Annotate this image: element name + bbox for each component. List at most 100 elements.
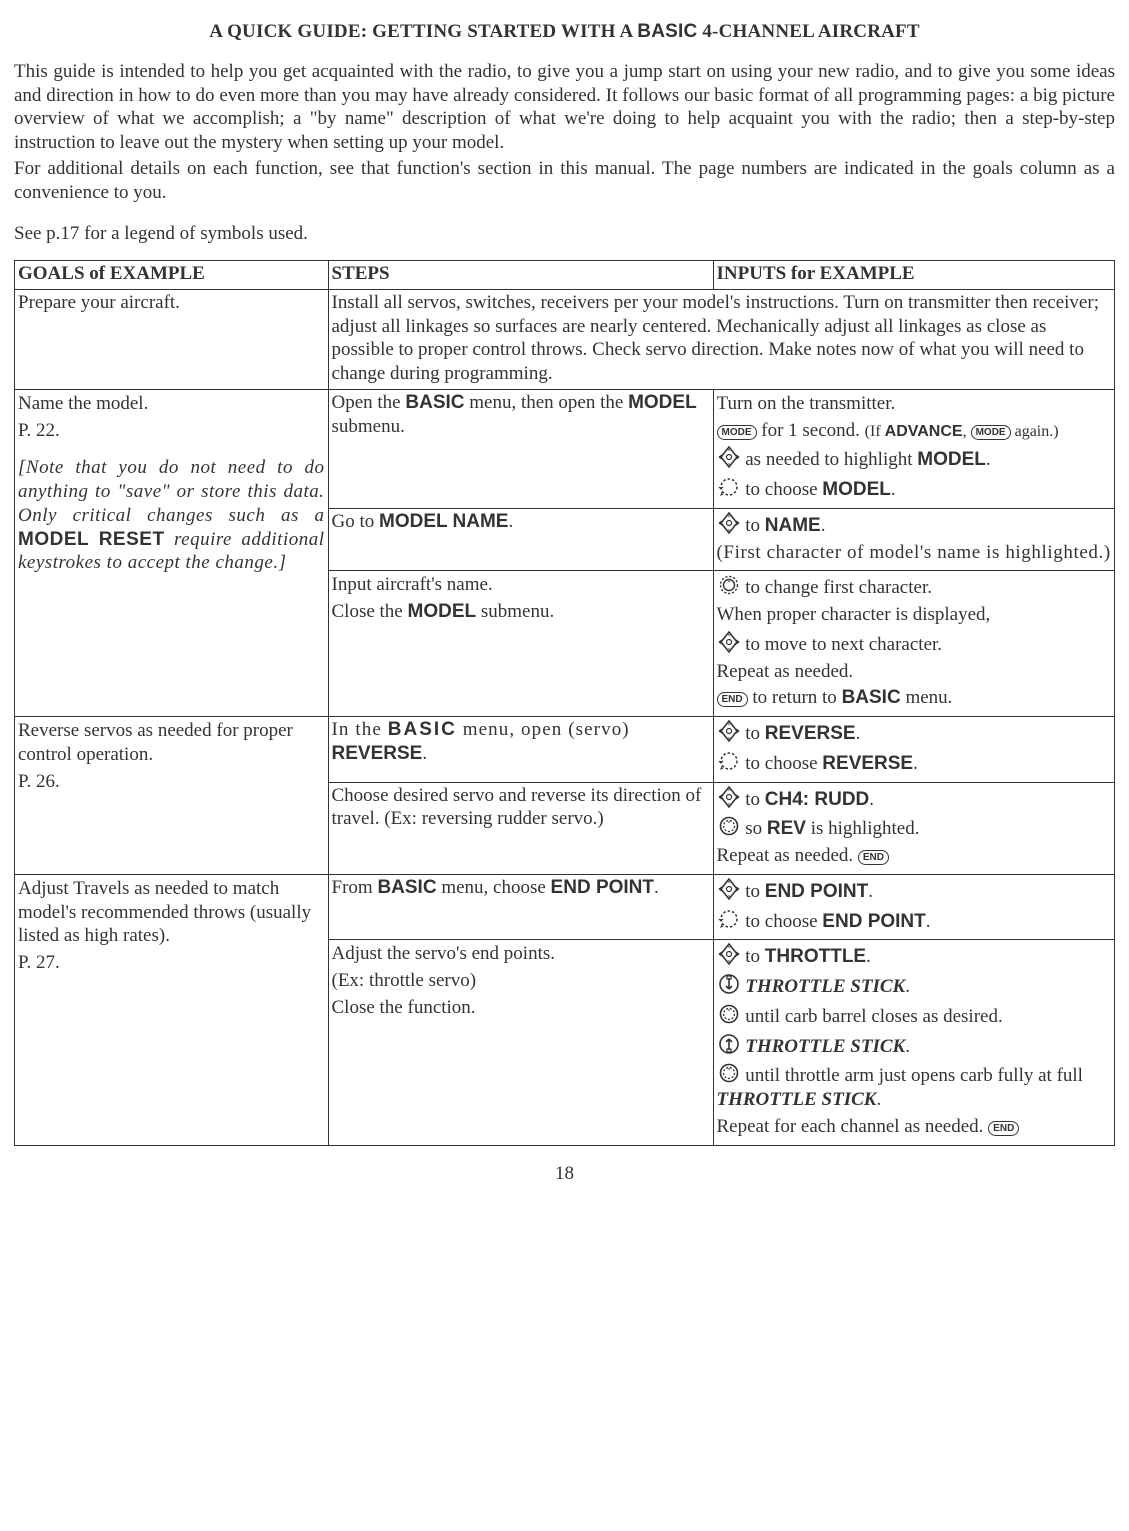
step-text: Go to xyxy=(332,511,380,532)
dial-icon xyxy=(717,475,741,499)
end-key-icon: END xyxy=(988,1121,1019,1136)
input-line: to choose MODEL. xyxy=(717,475,1112,502)
input-line: to choose REVERSE. xyxy=(717,749,1112,776)
input-line: to CH4: RUDD. xyxy=(717,785,1112,812)
step-keyword: MODEL xyxy=(628,392,697,413)
stick-up-icon xyxy=(717,1032,741,1056)
goal-cell: Reverse servos as needed for proper cont… xyxy=(15,717,329,875)
input-text: until throttle arm just opens carb fully… xyxy=(741,1065,1083,1086)
input-text: to xyxy=(741,881,765,902)
title-basic: BASIC xyxy=(637,21,697,42)
input-line: to REVERSE. xyxy=(717,719,1112,746)
goal-note-reset: MODEL RESET xyxy=(18,529,165,550)
input-line: (First character of model's name is high… xyxy=(717,541,1112,565)
goal-cell: Name the model. P. 22. [Note that you do… xyxy=(15,389,329,716)
input-keyword: END POINT xyxy=(822,911,925,932)
input-line: so REV is highlighted. xyxy=(717,814,1112,841)
input-keyword: REVERSE xyxy=(822,753,913,774)
table-row: Adjust Travels as needed to match model'… xyxy=(15,874,1115,940)
steps-cell: From BASIC menu, choose END POINT. xyxy=(328,874,713,940)
input-keyword: MODEL xyxy=(822,479,891,500)
input-stick: THROTTLE STICK xyxy=(745,1036,905,1057)
input-line: to THROTTLE. xyxy=(717,942,1112,969)
input-text-small: (If ADVANCE, MODE again.) xyxy=(865,423,1059,440)
input-text: so xyxy=(741,818,767,839)
input-text: to xyxy=(741,515,765,536)
step-text: In the xyxy=(332,719,388,740)
step-text: menu, open (servo) xyxy=(457,719,630,740)
input-text: to xyxy=(741,723,765,744)
input-keyword: MODEL xyxy=(917,449,986,470)
dial-icon xyxy=(717,907,741,931)
table-row: Name the model. P. 22. [Note that you do… xyxy=(15,389,1115,508)
t: again.) xyxy=(1015,423,1059,440)
input-text: to xyxy=(741,789,765,810)
input-text: to xyxy=(741,946,765,967)
step-keyword: REVERSE xyxy=(332,743,423,764)
input-keyword: THROTTLE xyxy=(765,946,866,967)
input-line: to change first character. xyxy=(717,573,1112,600)
input-text: for 1 second. xyxy=(757,420,865,441)
input-text: to choose xyxy=(741,753,823,774)
dial-solid-icon xyxy=(717,573,741,597)
steps-cell: Choose desired servo and reverse its dir… xyxy=(328,782,713,874)
t: , xyxy=(963,423,971,440)
step-text: Close the MODEL submenu. xyxy=(332,600,710,624)
step-keyword: BASIC xyxy=(405,392,464,413)
step-keyword: BASIC xyxy=(377,877,436,898)
step-keyword: BASIC xyxy=(388,719,457,740)
goal-page: P. 22. xyxy=(18,419,325,443)
input-text: to choose xyxy=(741,911,823,932)
input-line: to END POINT. xyxy=(717,877,1112,904)
inputs-cell: Turn on the transmitter. MODE for 1 seco… xyxy=(713,389,1115,508)
input-line: Repeat as needed. xyxy=(717,660,1112,684)
cursor-icon xyxy=(717,719,741,743)
steps-cell: In the BASIC menu, open (servo) REVERSE. xyxy=(328,717,713,783)
step-text: (Ex: throttle servo) xyxy=(332,969,710,993)
input-text: until carb barrel closes as desired. xyxy=(741,1006,1003,1027)
guide-table: GOALS of EXAMPLE STEPS INPUTS for EXAMPL… xyxy=(14,260,1115,1146)
input-text: to return to xyxy=(748,687,842,708)
stick-down-icon xyxy=(717,972,741,996)
goal-line: Reverse servos as needed for proper cont… xyxy=(18,719,325,767)
t: submenu. xyxy=(476,601,554,622)
step-keyword: MODEL xyxy=(408,601,477,622)
input-keyword: CH4: RUDD xyxy=(765,789,870,810)
step-text: Input aircraft's name. xyxy=(332,573,710,597)
input-line: When proper character is displayed, xyxy=(717,603,1112,627)
step-text: menu, choose xyxy=(437,877,551,898)
input-line: as needed to highlight MODEL. xyxy=(717,445,1112,472)
input-text: to move to next character. xyxy=(741,634,943,655)
steps-cell: Install all servos, switches, receivers … xyxy=(328,289,1115,389)
input-keyword: NAME xyxy=(765,515,821,536)
inputs-cell: to END POINT. to choose END POINT. xyxy=(713,874,1115,940)
input-line: Repeat for each channel as needed. END xyxy=(717,1115,1112,1139)
input-text: menu. xyxy=(901,687,953,708)
cursor-icon xyxy=(717,877,741,901)
t: Close the xyxy=(332,601,408,622)
step-text: From xyxy=(332,877,378,898)
goal-note-part: [Note that you do not need to do anythin… xyxy=(18,457,325,526)
input-text: Repeat for each channel as needed. xyxy=(717,1116,989,1137)
cursor-icon xyxy=(717,511,741,535)
input-keyword: END POINT xyxy=(765,881,868,902)
dial-icon xyxy=(717,749,741,773)
input-line: THROTTLE STICK. xyxy=(717,1032,1112,1059)
cursor-icon xyxy=(717,630,741,654)
intro-paragraph-2: For additional details on each function,… xyxy=(14,157,1115,205)
cursor-icon xyxy=(717,445,741,469)
step-text: Close the function. xyxy=(332,996,710,1020)
input-line: until carb barrel closes as desired. xyxy=(717,1002,1112,1029)
t: (If xyxy=(865,423,885,440)
page-title: A QUICK GUIDE: GETTING STARTED WITH A BA… xyxy=(14,20,1115,44)
input-line: THROTTLE STICK. xyxy=(717,972,1112,999)
step-keyword: END POINT xyxy=(551,877,654,898)
dial-plain-icon xyxy=(717,1061,741,1085)
step-text: Adjust the servo's end points. xyxy=(332,942,710,966)
table-row: Prepare your aircraft. Install all servo… xyxy=(15,289,1115,389)
steps-cell: Go to MODEL NAME. xyxy=(328,508,713,571)
input-text: Repeat as needed. xyxy=(717,845,858,866)
input-line: Repeat as needed. END xyxy=(717,844,1112,868)
input-text: to change first character. xyxy=(741,577,932,598)
page-number: 18 xyxy=(14,1162,1115,1186)
